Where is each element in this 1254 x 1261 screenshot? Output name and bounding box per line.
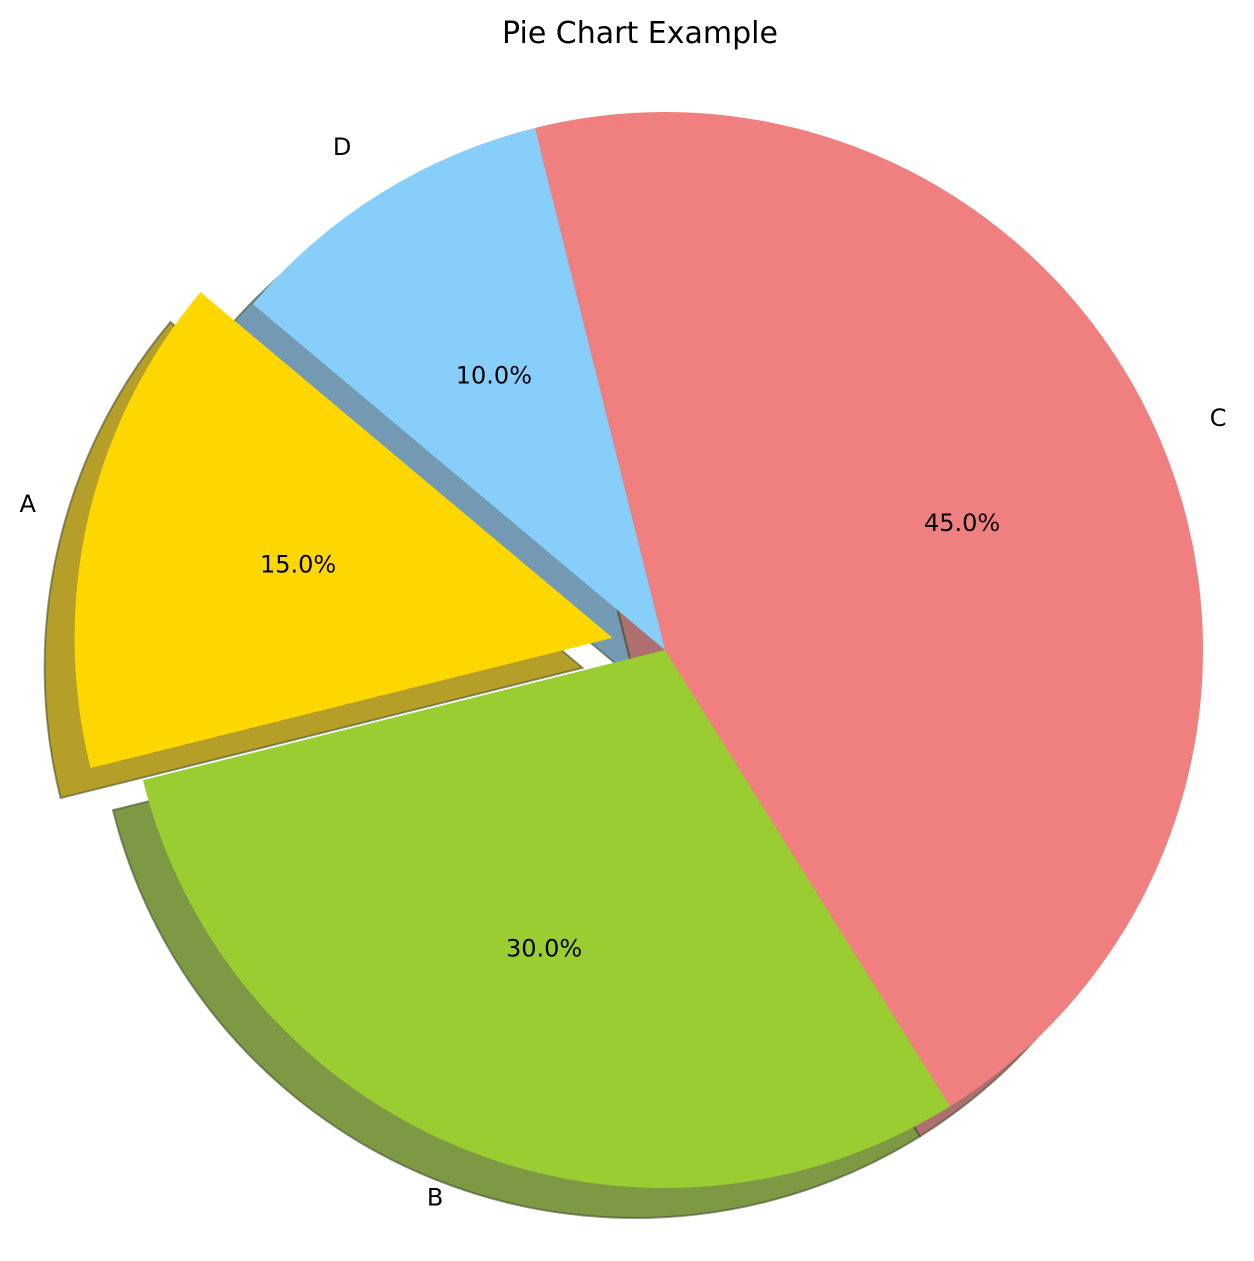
slice-label-b: B xyxy=(427,1184,443,1212)
slice-a xyxy=(74,292,613,769)
pct-label-a: 15.0% xyxy=(260,550,336,578)
pct-label-c: 45.0% xyxy=(924,509,1000,537)
chart-title: Pie Chart Example xyxy=(502,16,778,51)
slice-label-d: D xyxy=(333,133,351,161)
pie-labels: A 15.0% B 30.0% C 45.0% D 10.0% xyxy=(19,133,1226,1212)
slice-c xyxy=(534,111,1204,1107)
slice-d xyxy=(252,127,665,651)
pie-slices xyxy=(74,111,1204,1189)
slice-b xyxy=(142,650,951,1189)
pct-label-d: 10.0% xyxy=(456,361,532,389)
pct-label-b: 30.0% xyxy=(506,934,582,962)
slice-label-a: A xyxy=(19,490,36,518)
slice-label-c: C xyxy=(1210,404,1227,432)
